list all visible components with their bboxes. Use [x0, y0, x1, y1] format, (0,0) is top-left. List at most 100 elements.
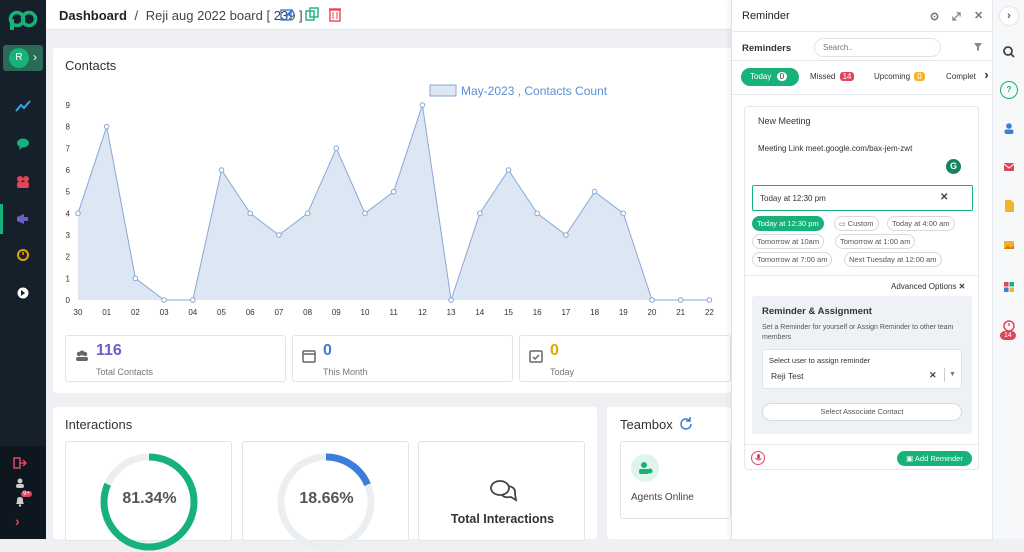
- clock-icon[interactable]: [12, 244, 34, 266]
- data-point: [448, 297, 454, 303]
- meeting-link[interactable]: Meeting Link meet.google.com/bax-jem-zwt: [758, 144, 913, 153]
- image-icon[interactable]: [1000, 236, 1018, 254]
- x-tick-label: 20: [648, 308, 657, 317]
- tabs-scroll-right-icon[interactable]: ›: [980, 67, 993, 87]
- reminder-form: New Meeting Meeting Link meet.google.com…: [744, 106, 979, 470]
- stat-value: 116: [96, 342, 122, 359]
- arrow-circle-icon[interactable]: [12, 282, 34, 304]
- time-chip[interactable]: Tomorrow at 1:00 am: [835, 234, 916, 249]
- meeting-title[interactable]: New Meeting: [758, 116, 811, 126]
- assign-user-select[interactable]: Select user to assign reminder Reji Test…: [762, 349, 962, 389]
- mail-icon[interactable]: [1000, 158, 1018, 176]
- select-contact-button[interactable]: Select Associate Contact: [762, 403, 962, 421]
- divider: [732, 94, 993, 95]
- reminder-panel: Reminder ✕ Reminders Today 0 Missed 14 U…: [731, 0, 993, 539]
- series-area: [78, 105, 710, 300]
- tab-label: Complet: [946, 72, 976, 81]
- nav-bottom: 9+ ›: [0, 446, 46, 539]
- time-chip[interactable]: Tomorrow at 10am: [752, 234, 825, 249]
- x-tick-label: 09: [332, 308, 341, 317]
- app-logo[interactable]: [8, 6, 38, 32]
- help-icon[interactable]: ?: [1000, 81, 1018, 99]
- users-group-icon[interactable]: [12, 171, 34, 193]
- users-icon: [76, 350, 88, 361]
- assignment-section: Reminder & Assignment Set a Reminder for…: [752, 296, 972, 434]
- tab-today[interactable]: Today 0: [741, 68, 799, 86]
- logout-icon[interactable]: [13, 456, 27, 470]
- time-chip[interactable]: Tomorrow at 7:00 am: [752, 252, 833, 267]
- bell-icon[interactable]: [14, 495, 26, 507]
- notification-badge: 9+: [21, 491, 32, 497]
- this-month-stat: 0 This Month: [292, 335, 513, 382]
- data-point: [534, 210, 541, 217]
- total-interactions-card[interactable]: Total Interactions: [418, 441, 585, 541]
- time-input[interactable]: Today at 12:30 pm ✕: [752, 185, 973, 211]
- data-point: [390, 188, 397, 195]
- divider: [732, 31, 993, 32]
- close-icon[interactable]: ✕: [974, 10, 984, 22]
- close-icon: ✕: [958, 282, 966, 291]
- add-reminder-button[interactable]: ▣ Add Reminder: [897, 451, 972, 466]
- interactions-card: Interactions 81.34% 18.66% Total Interac…: [53, 407, 597, 551]
- legend-label: May-2023 , Contacts Count: [461, 84, 608, 98]
- megaphone-icon[interactable]: [12, 208, 34, 230]
- search-icon[interactable]: [1000, 43, 1018, 61]
- time-chip[interactable]: Today at 12:30 pm: [752, 216, 824, 231]
- today-stat: 0 Today: [519, 335, 731, 382]
- settings-icon[interactable]: [930, 12, 939, 21]
- data-point: [190, 297, 196, 303]
- total-contacts-stat: 116 Total Contacts: [65, 335, 286, 382]
- time-input-value: Today at 12:30 pm: [760, 194, 826, 203]
- search-input[interactable]: [814, 38, 941, 57]
- edit-icon[interactable]: [279, 6, 295, 22]
- stat-value: 0: [323, 342, 332, 359]
- calendar-icon: [302, 350, 316, 363]
- collapse-chevron-icon[interactable]: ›: [1000, 7, 1018, 25]
- chevron-down-icon[interactable]: ▼: [949, 371, 956, 378]
- x-tick-label: 18: [590, 308, 599, 317]
- x-tick-label: 01: [102, 308, 111, 317]
- chat-icon[interactable]: [12, 133, 34, 155]
- contact-icon[interactable]: [1000, 119, 1018, 137]
- trash-icon[interactable]: [327, 6, 343, 22]
- agent-icon: [631, 454, 659, 482]
- chart-line-icon[interactable]: [12, 95, 34, 117]
- y-tick-label: 9: [66, 101, 71, 110]
- divider: [745, 275, 978, 276]
- refresh-icon[interactable]: [679, 416, 693, 430]
- grammarly-icon[interactable]: G: [946, 159, 961, 174]
- time-chip[interactable]: Today at 4:00 am: [887, 216, 955, 231]
- copy-icon[interactable]: [304, 6, 320, 22]
- data-point: [276, 232, 282, 238]
- legend-swatch: [429, 84, 457, 97]
- page-title[interactable]: Dashboard: [59, 8, 127, 23]
- x-tick-label: 05: [217, 308, 226, 317]
- assignment-title: Reminder & Assignment: [762, 306, 872, 317]
- time-chip[interactable]: Next Tuesday at 12:00 am: [844, 252, 942, 267]
- expand-icon[interactable]: [952, 12, 961, 21]
- calendar-icon: ▭: [839, 221, 846, 228]
- tab-count: 0: [776, 72, 788, 81]
- interaction-ring-card: 81.34%: [65, 441, 232, 551]
- tab-label: Today: [750, 72, 772, 81]
- apps-icon[interactable]: [1000, 278, 1018, 296]
- ring-percentage: 18.66%: [299, 490, 354, 507]
- right-sidebar: › ? 14: [992, 0, 1024, 539]
- tab-completed[interactable]: Complet: [946, 68, 976, 86]
- custom-chip[interactable]: ▭ Custom: [834, 216, 879, 231]
- clear-icon[interactable]: ✕: [940, 192, 949, 203]
- advanced-options-toggle[interactable]: Advanced Options ✕: [891, 282, 965, 291]
- chevron-right-icon[interactable]: ›: [15, 513, 20, 529]
- x-tick-label: 22: [705, 308, 714, 317]
- tab-missed[interactable]: Missed 14: [810, 68, 855, 86]
- workspace-switcher[interactable]: R ›: [3, 45, 43, 71]
- user-icon[interactable]: [14, 477, 26, 489]
- microphone-icon[interactable]: [751, 451, 765, 465]
- x-tick-label: 06: [246, 308, 255, 317]
- contacts-title: Contacts: [65, 58, 117, 73]
- filter-icon[interactable]: [974, 43, 982, 51]
- clear-icon[interactable]: ✕: [929, 370, 937, 380]
- document-icon[interactable]: [1000, 197, 1018, 215]
- tab-upcoming[interactable]: Upcoming 0: [874, 68, 925, 86]
- select-label: Select user to assign reminder: [769, 356, 871, 365]
